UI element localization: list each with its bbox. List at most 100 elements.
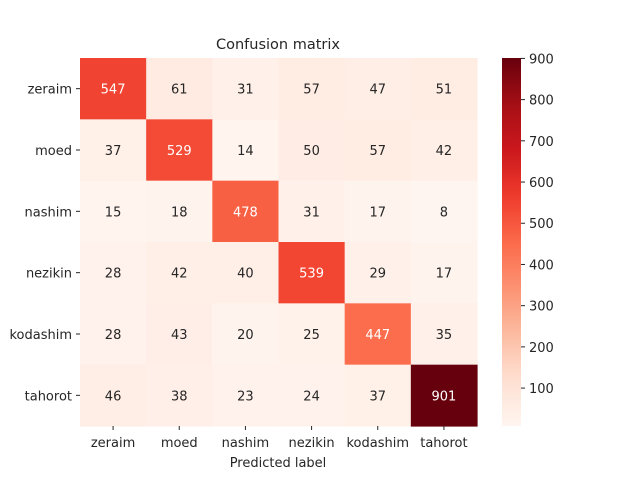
heatmap-cell xyxy=(278,364,346,427)
cell-value-label: 547 xyxy=(101,83,126,98)
colorbar-tick-label: 400 xyxy=(529,258,554,273)
heatmap-cell xyxy=(80,58,147,120)
x-tick-label: zeraim xyxy=(91,436,135,451)
heatmap-cell xyxy=(212,58,280,120)
x-tick-label: tahorot xyxy=(420,436,467,451)
heatmap-cell xyxy=(410,364,478,427)
cell-value-label: 29 xyxy=(369,267,386,282)
colorbar-tick-label: 200 xyxy=(529,341,554,356)
heatmap-cell xyxy=(344,180,412,243)
cell-value-label: 23 xyxy=(237,389,254,404)
cell-value-label: 40 xyxy=(237,267,254,282)
cell-value-label: 42 xyxy=(171,267,188,282)
heatmap-cell xyxy=(344,119,412,182)
colorbar-tick-label: 500 xyxy=(529,217,554,232)
cell-value-label: 43 xyxy=(171,328,188,343)
heatmap-cells: 547 61 31 57 47 51 37 529 14 50 57 42 15 18 478 31 17 8 28… xyxy=(80,58,478,427)
cell-value-label: 31 xyxy=(303,205,320,220)
x-tick-label: moed xyxy=(161,436,198,451)
y-axis-tick-labels: zeraim moed nashim nezikin kodashim tahorot xyxy=(9,83,80,404)
heatmap-cell xyxy=(278,58,346,120)
colorbar-tick-label: 900 xyxy=(529,52,554,67)
heatmap-cell xyxy=(410,119,478,182)
cell-value-label: 17 xyxy=(369,205,386,220)
colorbar-tick-label: 800 xyxy=(529,94,554,109)
colorbar-tick-label: 300 xyxy=(529,300,554,315)
heatmap-cell xyxy=(410,58,478,120)
cell-value-label: 25 xyxy=(303,328,320,343)
heatmap-cell xyxy=(278,119,346,182)
cell-value-label: 8 xyxy=(440,205,448,220)
colorbar xyxy=(502,58,521,426)
cell-value-label: 24 xyxy=(303,389,320,404)
heatmap-cell xyxy=(212,303,280,366)
heatmap-cell xyxy=(80,364,147,427)
x-tick-label: kodashim xyxy=(346,436,409,451)
cell-value-label: 31 xyxy=(237,83,254,98)
colorbar-tick-labels: 100 200 300 400 500 600 700 800 900 xyxy=(521,52,554,397)
heatmap-cell xyxy=(146,303,213,366)
cell-value-label: 51 xyxy=(436,83,453,98)
cell-value-label: 57 xyxy=(303,83,320,98)
heatmap-cell xyxy=(80,119,147,182)
cell-value-label: 478 xyxy=(233,205,258,220)
cell-value-label: 28 xyxy=(105,328,122,343)
cell-value-label: 17 xyxy=(436,267,453,282)
cell-value-label: 18 xyxy=(171,205,188,220)
heatmap-cell xyxy=(278,242,346,304)
heatmap-cell xyxy=(344,58,412,120)
heatmap-cell xyxy=(212,364,280,427)
colorbar-tick-label: 100 xyxy=(529,382,554,397)
cell-value-label: 50 xyxy=(303,144,320,159)
y-tick-label: kodashim xyxy=(9,328,72,343)
heatmap-cell xyxy=(410,180,478,243)
heatmap-cell xyxy=(212,242,280,304)
heatmap-cell xyxy=(344,364,412,427)
y-tick-label: zeraim xyxy=(28,83,72,98)
cell-value-label: 57 xyxy=(369,144,386,159)
heatmap-cell xyxy=(146,242,213,304)
cell-value-label: 37 xyxy=(105,144,122,159)
y-tick-label: nezikin xyxy=(26,267,72,282)
heatmap-cell xyxy=(80,303,147,366)
heatmap-cell xyxy=(212,119,280,182)
heatmap-cell xyxy=(80,180,147,243)
heatmap-cell xyxy=(146,119,213,182)
heatmap-cell xyxy=(146,180,213,243)
cell-value-label: 28 xyxy=(105,267,122,282)
cell-value-label: 15 xyxy=(105,205,122,220)
cell-value-label: 61 xyxy=(171,83,188,98)
heatmap-cell xyxy=(80,242,147,304)
cell-value-label: 47 xyxy=(369,83,386,98)
cell-value-label: 447 xyxy=(365,328,390,343)
heatmap-cell xyxy=(212,180,280,243)
heatmap-cell xyxy=(344,303,412,366)
heatmap-cell xyxy=(410,303,478,366)
heatmap-cell xyxy=(278,180,346,243)
colorbar-tick-label: 600 xyxy=(529,176,554,191)
heatmap-cell xyxy=(410,242,478,304)
cell-value-label: 38 xyxy=(171,389,188,404)
chart-title: Confusion matrix xyxy=(216,37,340,53)
cell-value-label: 37 xyxy=(369,389,386,404)
cell-value-label: 529 xyxy=(167,144,192,159)
y-tick-label: nashim xyxy=(25,205,73,220)
x-tick-label: nezikin xyxy=(289,436,335,451)
cell-value-label: 35 xyxy=(436,328,453,343)
y-tick-label: moed xyxy=(35,144,72,159)
heatmap-cell xyxy=(146,58,213,120)
x-tick-label: nashim xyxy=(222,436,270,451)
x-axis-label: Predicted label xyxy=(230,456,327,471)
y-tick-label: tahorot xyxy=(25,389,72,404)
heatmap-cell xyxy=(344,242,412,304)
cell-value-label: 20 xyxy=(237,328,254,343)
cell-value-label: 46 xyxy=(105,389,122,404)
heatmap-cell xyxy=(146,364,213,427)
cell-value-label: 901 xyxy=(432,389,457,404)
colorbar-tick-label: 700 xyxy=(529,135,554,150)
cell-value-label: 539 xyxy=(299,267,324,282)
cell-value-label: 14 xyxy=(237,144,254,159)
cell-value-label: 42 xyxy=(436,144,453,159)
x-axis-tick-labels: zeraim moed nashim nezikin kodashim tahorot xyxy=(91,426,468,451)
